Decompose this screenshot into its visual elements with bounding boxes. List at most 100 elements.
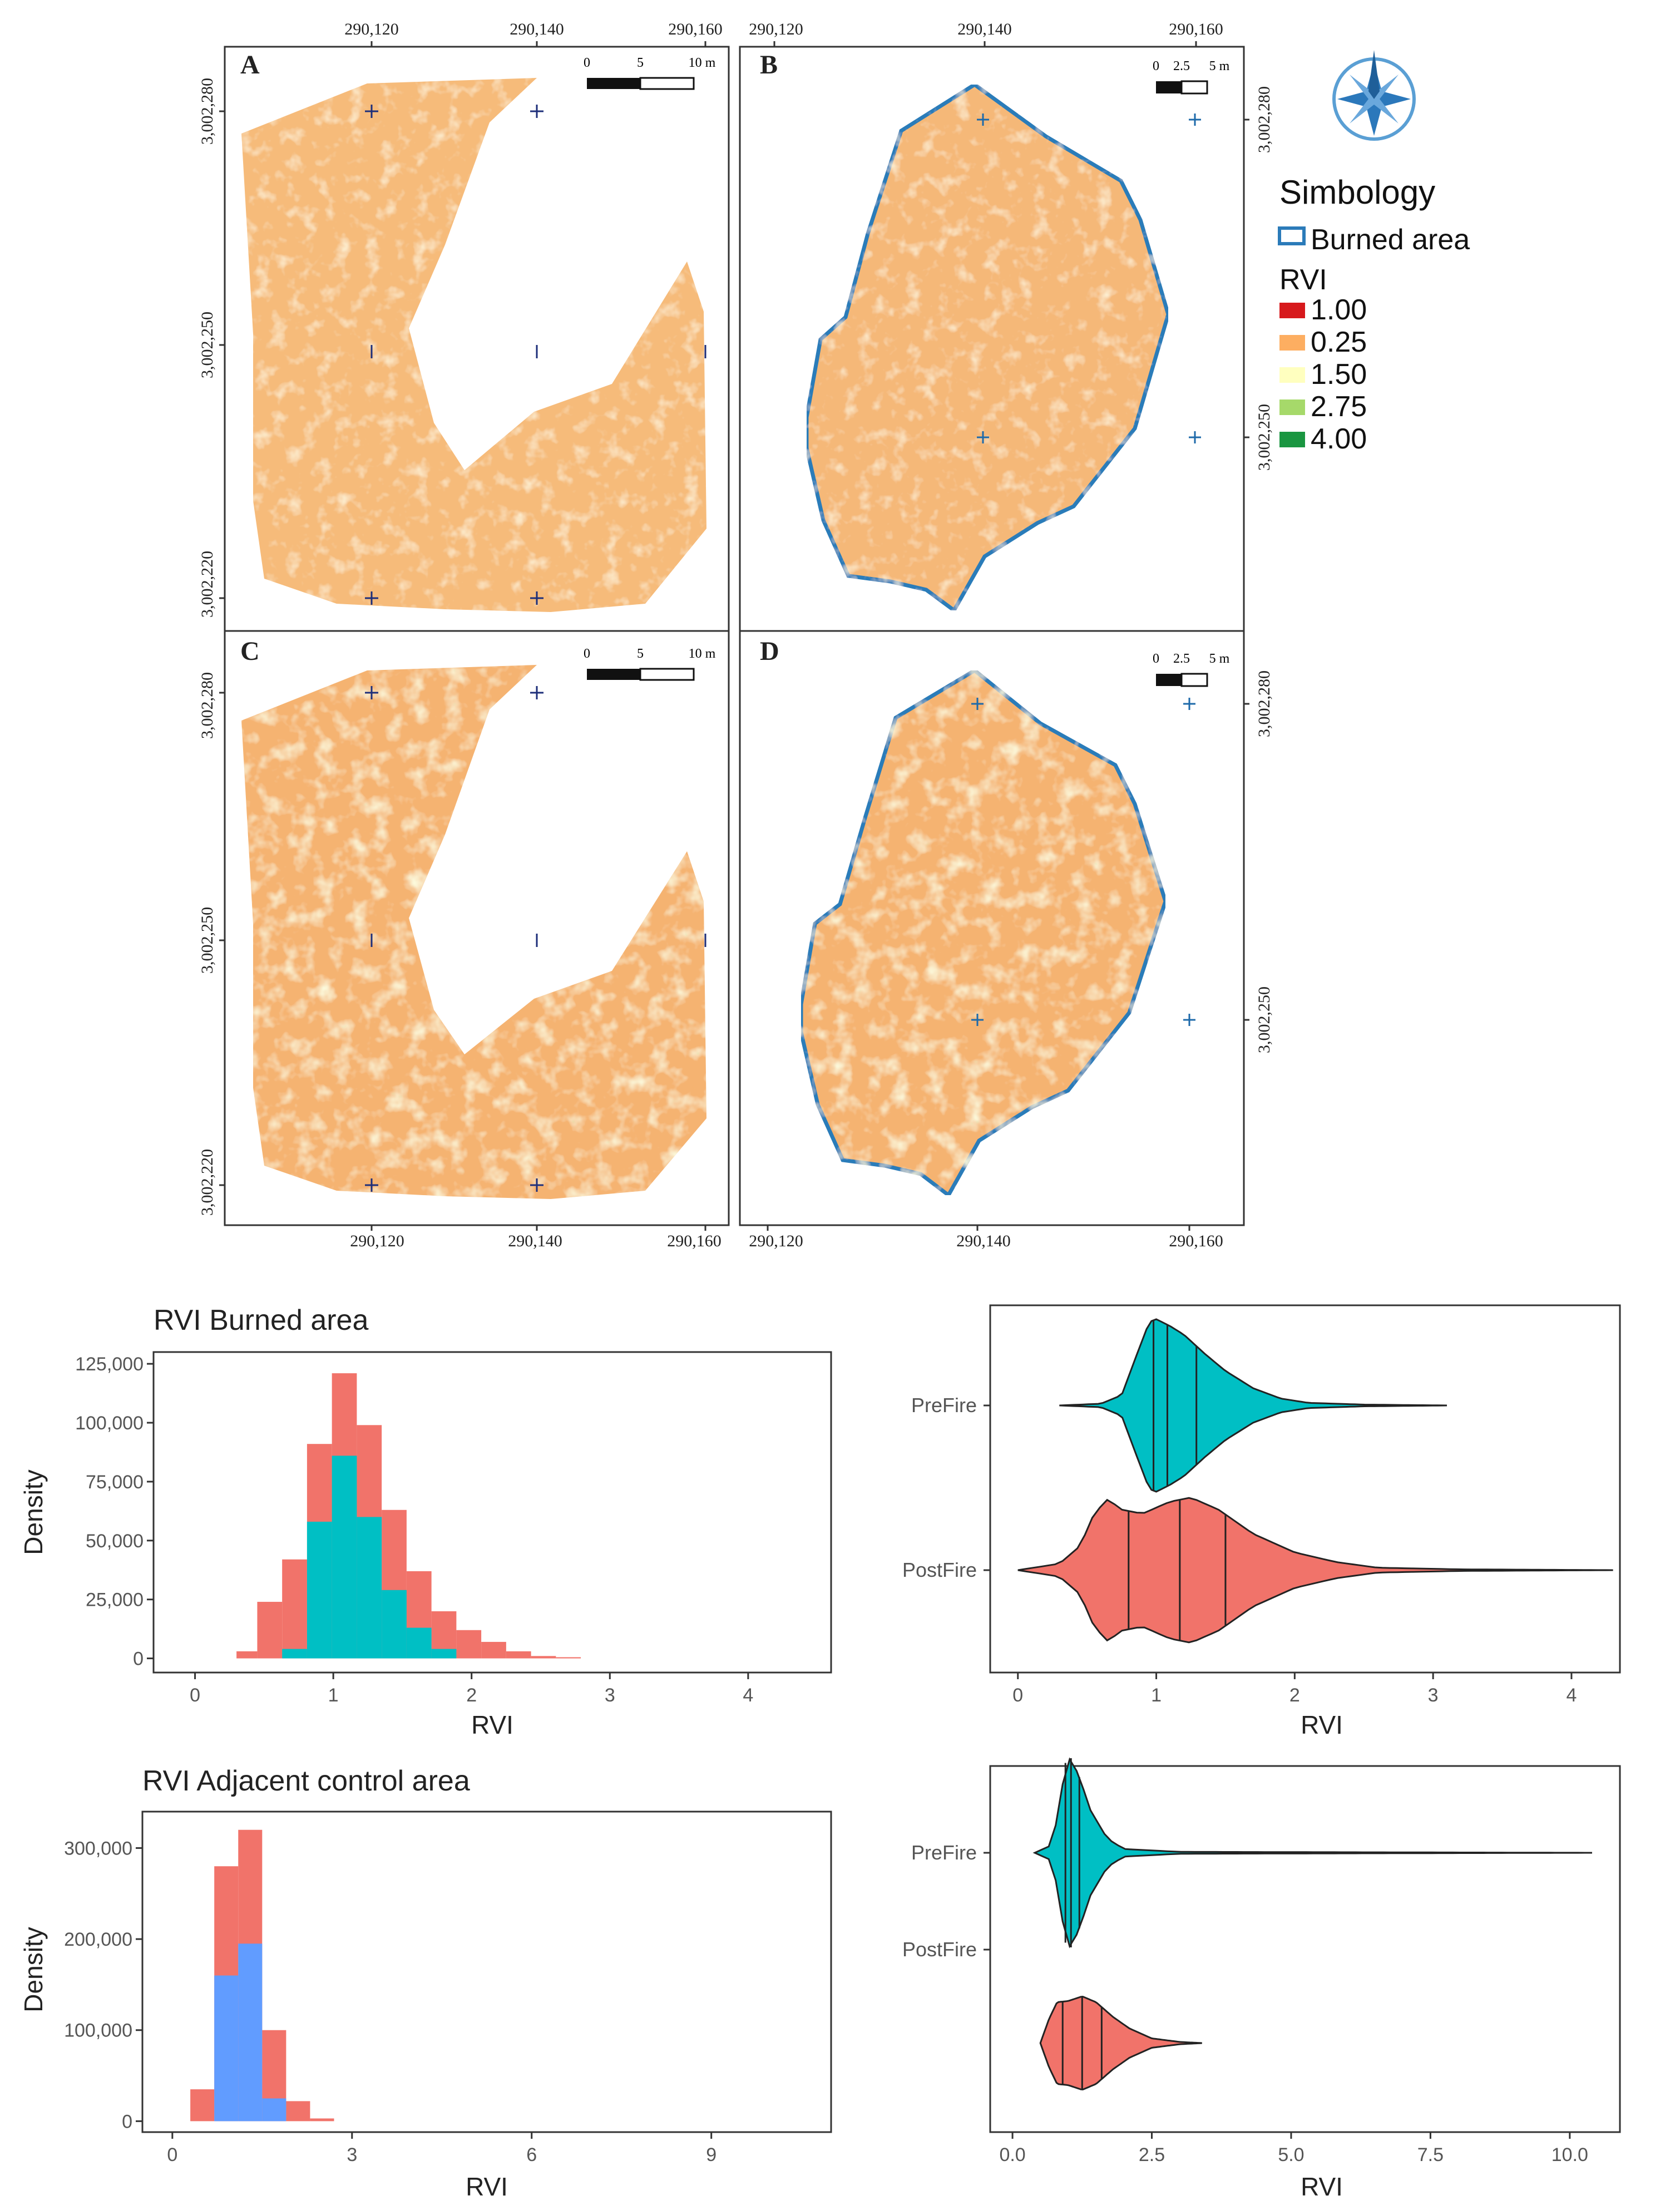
bar-prefire-2 [238,1943,263,2122]
chart-control-title: RVI Adjacent control area [142,1765,470,1797]
scale-a-2: 10 m [689,56,716,70]
violin-prefire [1032,1757,1592,1948]
xtick-label-1: 2.5 [1139,2144,1165,2165]
category-label-prefire: PreFire [911,1394,977,1417]
bar-prefire-1 [214,1975,239,2122]
bar-postfire-5 [310,2118,334,2122]
left-tick-b-1: 3,002,250 [198,907,216,974]
top-tick-r-1: 290,140 [957,20,1012,38]
panel-a-crosses [365,105,706,605]
legend-swatch-4 [1279,432,1305,447]
bar-postfire-10 [481,1641,506,1659]
bar-postfire-1 [257,1601,283,1659]
right-tick-b-0: 3,002,280 [1255,670,1273,737]
xtick-label-2: 5.0 [1278,2144,1304,2165]
ytick-label-4: 100,000 [75,1413,144,1434]
legend-label-0: 1.00 [1311,294,1367,326]
chart-control-violin-categories: PreFire PostFire [902,1841,990,1961]
legend-label-1: 0.25 [1311,326,1367,358]
category-label-postfire: PostFire [902,1558,977,1581]
violin-prefire [1059,1318,1447,1493]
bottom-tick-r-0: 290,120 [749,1232,803,1250]
category-label-postfire: PostFire [902,1938,977,1961]
category-label-prefire: PreFire [911,1841,977,1864]
chart-control-xlabel: RVI [466,2172,508,2201]
panel-b-raster [804,82,1170,614]
panel-d-label: D [760,637,779,666]
scale-d-1: 2.5 [1173,652,1190,666]
panel-a-raster [241,78,706,612]
scale-a-1: 5 [637,56,644,70]
ytick-label-2: 200,000 [64,1929,132,1950]
chart-burned-violin-xlabel: RVI [1301,1710,1343,1739]
panel-d-scalebar: 0 2.5 5 m [1153,652,1230,687]
scale-c-2: 10 m [689,647,716,661]
bar-prefire-2 [282,1649,307,1659]
scale-d-2: 5 m [1209,652,1230,666]
panel-c-scalebar: 0 5 10 m [584,647,716,681]
bar-postfire-9 [456,1630,482,1659]
chart-burned-violin: PreFire PostFire 0 1 2 3 4 RVI [902,1304,1621,1739]
chart-burned-violin-frame [989,1304,1621,1674]
right-tick-t-1: 3,002,250 [1255,404,1273,471]
chart-burned-xlabel: RVI [471,1710,513,1739]
ytick-label-2: 50,000 [86,1531,144,1552]
scale-b-1: 2.5 [1173,59,1190,73]
ytick-label-0: 0 [133,1649,144,1670]
top-tick-l-0: 290,120 [344,20,399,38]
top-tick-r-2: 290,160 [1169,20,1223,38]
legend-title: Simbology [1279,174,1435,211]
panel-c-label: C [240,637,260,666]
xtick-label-4: 4 [1566,1685,1577,1706]
xtick-label-2: 6 [526,2144,537,2165]
legend-label-4: 4.00 [1311,423,1367,455]
bar-postfire-0 [236,1651,258,1659]
scale-d-0: 0 [1153,652,1159,666]
xtick-label-4: 10.0 [1551,2144,1588,2165]
scale-b-0: 0 [1153,59,1159,73]
legend-swatch-2 [1279,367,1305,383]
legend-swatch-3 [1279,399,1305,415]
xtick-label-2: 2 [466,1685,477,1706]
chart-control-violin-xlabel: RVI [1301,2172,1343,2201]
scale-b-2: 5 m [1209,59,1230,73]
chart-burned-violin-shapes [1017,1318,1613,1644]
right-tick-b-1: 3,002,250 [1255,986,1273,1053]
xtick-label-0: 0.0 [999,2144,1025,2165]
ytick-label-3: 300,000 [64,1838,132,1859]
chart-control-violin-shapes [1032,1757,1592,2091]
xtick-label-1: 1 [328,1685,339,1706]
panel-b-scalebar: 0 2.5 5 m [1153,59,1230,95]
scale-c-1: 5 [637,647,644,661]
bar-postfire-13 [556,1657,581,1659]
map-coordinate-labels: 290,120 290,140 290,160 290,120 290,140 … [198,20,1273,1250]
xtick-label-0: 0 [167,2144,177,2165]
chart-burned-violin-xticks: 0 1 2 3 4 [1012,1673,1577,1706]
panel-a-label: A [240,50,260,80]
ytick-label-1: 100,000 [64,2020,132,2041]
chart-burned-histogram: RVI Burned area 0 25,000 50,000 75,000 100,0… [19,1304,832,1739]
legend-label-2: 1.50 [1311,358,1367,391]
panel-b-label: B [760,50,778,80]
xtick-label-0: 0 [190,1685,200,1706]
xtick-label-1: 3 [347,2144,357,2165]
xtick-label-3: 7.5 [1417,2144,1444,2165]
chart-burned-bars [236,1373,581,1659]
xtick-label-0: 0 [1012,1685,1023,1706]
bar-postfire-4 [286,2101,310,2122]
bar-prefire-3 [307,1521,332,1659]
compass-rose-icon [1332,50,1416,141]
legend-burned-label: Burned area [1311,224,1470,256]
legend-rvi-title: RVI [1279,264,1327,296]
left-tick-t-2: 3,002,220 [198,551,216,618]
xtick-label-3: 3 [1428,1685,1439,1706]
bottom-tick-r-2: 290,160 [1169,1232,1223,1250]
panel-b-crosses [977,114,1201,443]
legend-rvi-items: 1.000.251.502.754.00 [1279,294,1367,455]
chart-control-ylabel: Density [19,1927,48,2012]
bar-postfire-0 [190,2089,215,2122]
ytick-label-3: 75,000 [86,1472,144,1493]
ytick-label-5: 125,000 [75,1354,144,1375]
legend-swatch-1 [1279,335,1305,351]
map-tick-marks [219,41,1249,1231]
